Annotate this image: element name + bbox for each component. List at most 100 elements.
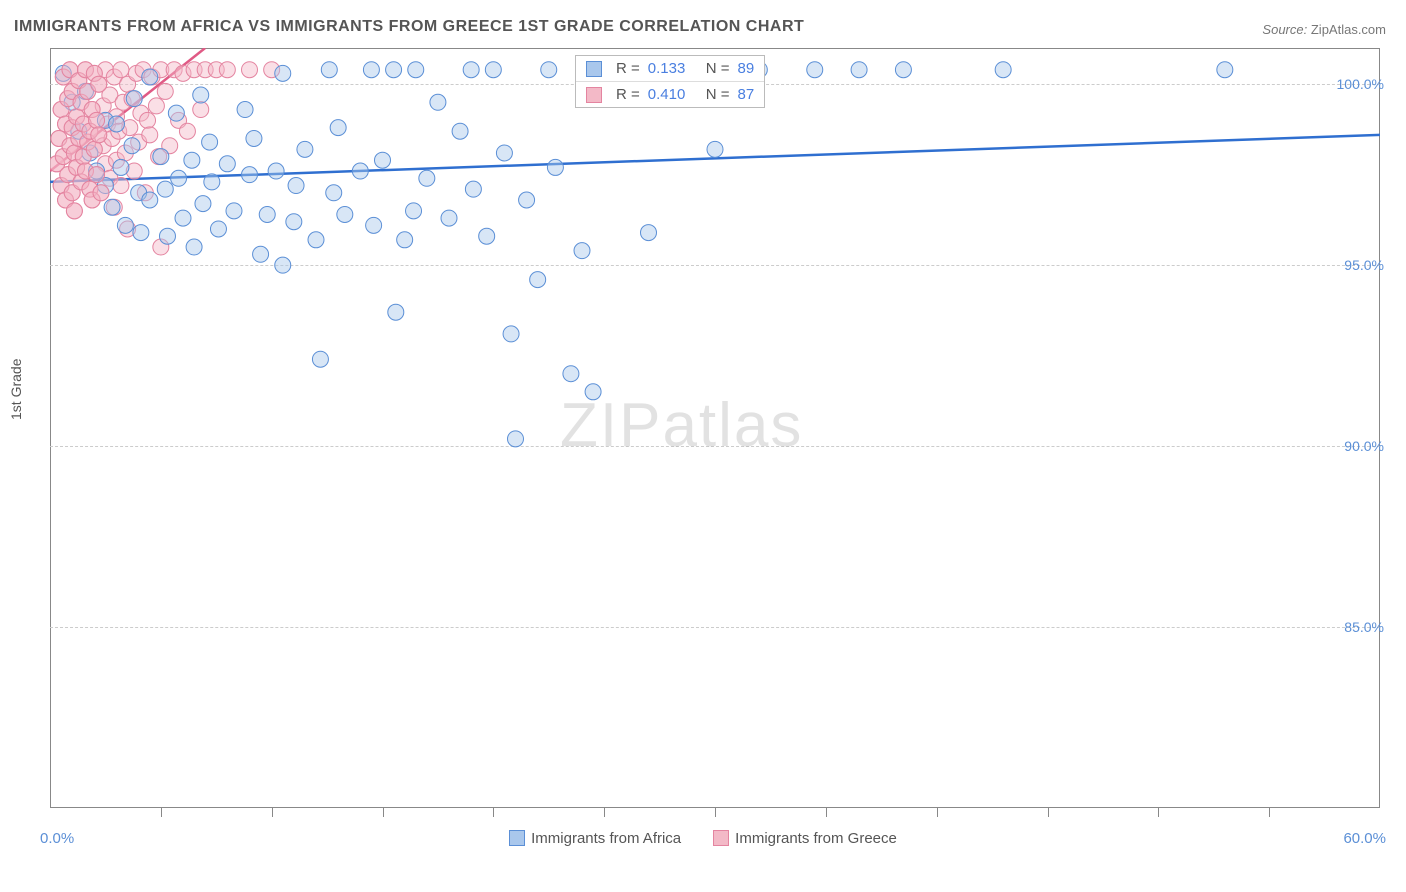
scatter-point [91, 76, 107, 92]
scatter-point [363, 62, 379, 78]
legend-row: R =0.410N =87 [576, 81, 764, 107]
x-tick [383, 807, 384, 817]
n-label: N = [706, 86, 730, 103]
scatter-point [259, 206, 275, 222]
scatter-point [995, 62, 1011, 78]
scatter-point [195, 196, 211, 212]
chart-svg [50, 48, 1380, 808]
scatter-point [807, 62, 823, 78]
legend-label: Immigrants from Greece [735, 830, 897, 847]
scatter-point [1217, 62, 1233, 78]
x-tick [937, 807, 938, 817]
x-tick [715, 807, 716, 817]
source-credit: Source: ZipAtlas.com [1262, 22, 1386, 37]
scatter-point [326, 185, 342, 201]
scatter-point [275, 257, 291, 273]
scatter-point [113, 159, 129, 175]
scatter-point [219, 62, 235, 78]
scatter-point [585, 384, 601, 400]
chart-title: IMMIGRANTS FROM AFRICA VS IMMIGRANTS FRO… [14, 18, 804, 36]
n-value: 89 [738, 60, 755, 77]
scatter-point [193, 102, 209, 118]
scatter-point [171, 170, 187, 186]
scatter-point [117, 217, 133, 233]
scatter-point [288, 178, 304, 194]
x-tick [1269, 807, 1270, 817]
source-label: Source: [1262, 22, 1307, 37]
scatter-point [441, 210, 457, 226]
scatter-point [109, 116, 125, 132]
legend-swatch [509, 830, 525, 846]
scatter-point [286, 214, 302, 230]
legend-item: Immigrants from Greece [713, 830, 897, 847]
scatter-point [246, 130, 262, 146]
scatter-point [503, 326, 519, 342]
scatter-point [496, 145, 512, 161]
scatter-point [851, 62, 867, 78]
scatter-point [452, 123, 468, 139]
legend-swatch [713, 830, 729, 846]
scatter-point [142, 127, 158, 143]
scatter-point [242, 167, 258, 183]
scatter-point [541, 62, 557, 78]
scatter-point [386, 62, 402, 78]
scatter-point [142, 192, 158, 208]
scatter-point [89, 167, 105, 183]
scatter-point [465, 181, 481, 197]
n-label: N = [706, 60, 730, 77]
x-tick [493, 807, 494, 817]
scatter-point [226, 203, 242, 219]
legend-label: Immigrants from Africa [531, 830, 681, 847]
scatter-point [330, 120, 346, 136]
scatter-point [312, 351, 328, 367]
scatter-point [204, 174, 220, 190]
scatter-point [104, 199, 120, 215]
scatter-point [707, 141, 723, 157]
scatter-point [179, 123, 195, 139]
r-value: 0.410 [648, 86, 698, 103]
scatter-point [168, 105, 184, 121]
correlation-legend: R =0.133N =89R =0.410N =87 [575, 55, 765, 108]
y-axis-label: 1st Grade [8, 359, 24, 420]
scatter-point [153, 149, 169, 165]
scatter-point [508, 431, 524, 447]
legend-row: R =0.133N =89 [576, 56, 764, 81]
scatter-point [210, 221, 226, 237]
scatter-point [519, 192, 535, 208]
scatter-point [321, 62, 337, 78]
scatter-point [89, 112, 105, 128]
legend-swatch [586, 87, 602, 103]
scatter-point [574, 243, 590, 259]
scatter-point [408, 62, 424, 78]
r-label: R = [616, 60, 640, 77]
scatter-point [366, 217, 382, 233]
x-tick [1048, 807, 1049, 817]
series-legend: Immigrants from Africa Immigrants from Gr… [0, 830, 1406, 847]
r-label: R = [616, 86, 640, 103]
scatter-point [124, 138, 140, 154]
scatter-point [193, 87, 209, 103]
scatter-point [159, 228, 175, 244]
scatter-point [479, 228, 495, 244]
legend-item: Immigrants from Africa [509, 830, 681, 847]
x-tick [826, 807, 827, 817]
x-tick [161, 807, 162, 817]
scatter-point [113, 178, 129, 194]
scatter-point [547, 159, 563, 175]
scatter-point [337, 206, 353, 222]
scatter-point [297, 141, 313, 157]
scatter-point [563, 366, 579, 382]
scatter-point [126, 91, 142, 107]
scatter-point [253, 246, 269, 262]
scatter-point [397, 232, 413, 248]
legend-swatch [586, 61, 602, 77]
x-tick [604, 807, 605, 817]
scatter-point [133, 225, 149, 241]
scatter-point [237, 102, 253, 118]
scatter-point [66, 203, 82, 219]
scatter-point [219, 156, 235, 172]
scatter-point [485, 62, 501, 78]
scatter-point [157, 83, 173, 99]
scatter-point [388, 304, 404, 320]
scatter-point [186, 239, 202, 255]
